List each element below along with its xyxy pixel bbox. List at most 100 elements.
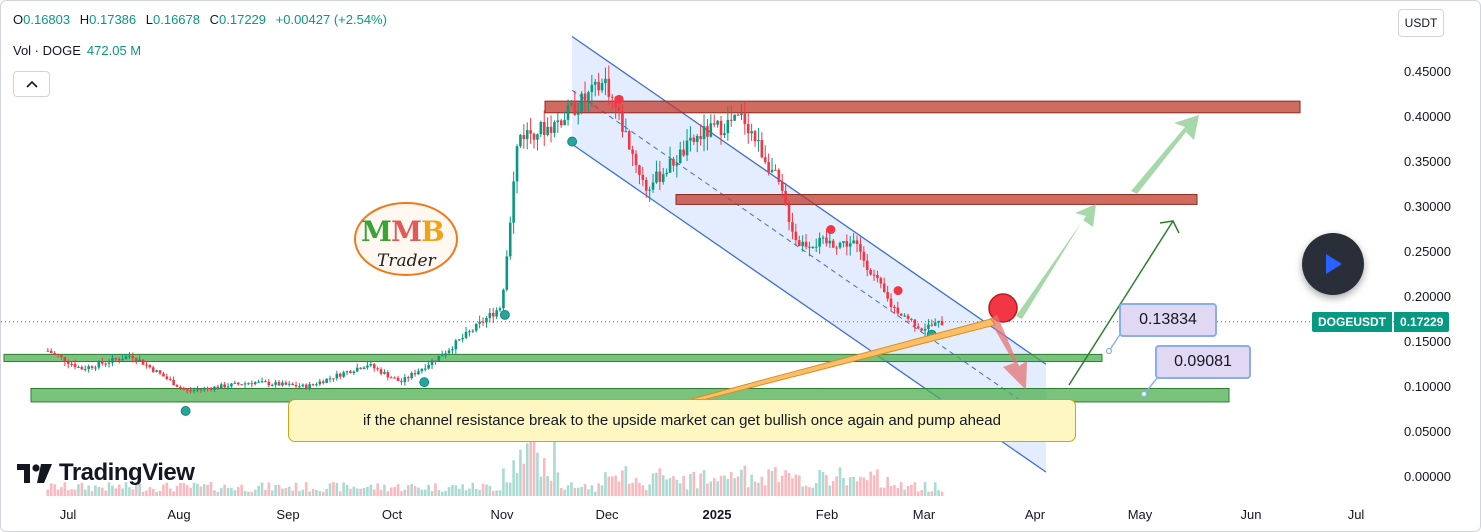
candle-body bbox=[53, 352, 56, 354]
x-tick-label: Nov bbox=[490, 507, 514, 522]
candle-body bbox=[270, 384, 274, 386]
volume-bar bbox=[610, 476, 614, 496]
volume-bar bbox=[400, 491, 403, 496]
volume-bar bbox=[172, 491, 175, 496]
volume-bar bbox=[498, 490, 502, 496]
candle-body bbox=[777, 169, 781, 182]
candle-body bbox=[570, 103, 573, 105]
volume-bar bbox=[702, 470, 706, 496]
volume-bar bbox=[454, 485, 458, 496]
candle-body bbox=[937, 320, 940, 323]
volume-bar bbox=[196, 483, 199, 496]
volume-bar bbox=[910, 484, 913, 496]
brand-name: TradingView bbox=[59, 459, 195, 486]
candle-body bbox=[712, 123, 716, 125]
candle-body bbox=[77, 366, 80, 368]
price-callout-lower[interactable]: 0.09081 bbox=[1155, 345, 1251, 379]
last-price-value: 0.17229 bbox=[1394, 312, 1450, 332]
currency-button[interactable]: USDT bbox=[1398, 9, 1444, 37]
y-tick-label: 0.40000 bbox=[1404, 109, 1451, 125]
volume-bar bbox=[920, 490, 923, 496]
candle-body bbox=[546, 126, 549, 135]
volume-bar bbox=[168, 488, 172, 496]
volume-bar bbox=[876, 469, 879, 496]
volume-bar bbox=[825, 474, 828, 496]
volume-bar bbox=[539, 476, 543, 496]
volume-bar bbox=[372, 489, 376, 496]
candle-body bbox=[682, 149, 685, 156]
candle-body bbox=[719, 120, 723, 136]
candle-body bbox=[583, 93, 587, 101]
volume-bar bbox=[471, 482, 475, 496]
volume-bar bbox=[661, 475, 665, 496]
candle-body bbox=[393, 377, 396, 379]
volume-bar bbox=[777, 482, 781, 496]
candle-body bbox=[835, 247, 838, 249]
volume-bar bbox=[542, 458, 546, 496]
volume-bar bbox=[451, 485, 454, 496]
volume-bar bbox=[525, 443, 529, 496]
candle-body bbox=[131, 356, 135, 359]
candle-body bbox=[274, 382, 277, 385]
volume-bar bbox=[668, 478, 672, 496]
candle-body bbox=[590, 84, 594, 93]
volume-bar bbox=[393, 487, 396, 496]
volume-bar bbox=[332, 482, 335, 496]
volume-bar bbox=[250, 491, 254, 496]
volume-bar bbox=[519, 449, 522, 496]
volume-bar bbox=[138, 483, 141, 496]
candle-body bbox=[372, 364, 376, 369]
candle-body bbox=[872, 274, 876, 276]
candle-body bbox=[294, 385, 298, 387]
tradingview-brand[interactable]: TradingView bbox=[17, 459, 195, 487]
candle-body bbox=[729, 119, 733, 121]
volume-bar bbox=[787, 472, 791, 496]
tradingview-logo-icon bbox=[17, 464, 52, 483]
volume-bar bbox=[801, 486, 804, 496]
volume-bar bbox=[192, 482, 196, 496]
candle-body bbox=[770, 169, 774, 173]
candle-body bbox=[264, 381, 267, 383]
candle-body bbox=[661, 174, 665, 182]
candle-body bbox=[780, 181, 784, 191]
volume-bar bbox=[804, 485, 808, 496]
candle-body bbox=[787, 204, 791, 223]
candle-body bbox=[889, 298, 893, 307]
candle-body bbox=[267, 381, 271, 386]
volume-bar bbox=[896, 487, 900, 496]
candle-body bbox=[46, 350, 50, 352]
candle-body bbox=[345, 371, 349, 373]
candle-body bbox=[614, 97, 617, 108]
price-callout-upper[interactable]: 0.13834 bbox=[1119, 303, 1217, 337]
volume-bar bbox=[325, 488, 328, 496]
candle-body bbox=[536, 134, 539, 140]
volume-bar bbox=[678, 483, 682, 496]
volume-bar bbox=[66, 490, 70, 496]
collapse-legend-button[interactable] bbox=[13, 71, 50, 97]
volume-bar bbox=[726, 479, 730, 496]
candle-body bbox=[491, 312, 495, 317]
volume-bar bbox=[838, 467, 842, 496]
play-button[interactable] bbox=[1302, 233, 1364, 295]
volume-bar bbox=[97, 487, 101, 496]
candle-body bbox=[685, 140, 689, 156]
volume-bar bbox=[260, 482, 264, 496]
candle-body bbox=[213, 386, 216, 390]
volume-bar bbox=[600, 485, 604, 496]
candle-body bbox=[702, 126, 706, 140]
volume-bar bbox=[121, 488, 124, 496]
candle-body bbox=[794, 231, 798, 241]
analysis-note[interactable]: if the channel resistance break to the u… bbox=[288, 399, 1076, 442]
candle-body bbox=[882, 283, 886, 292]
candle-body bbox=[804, 241, 808, 247]
author-logo-trader: Trader bbox=[377, 251, 436, 271]
volume-bar bbox=[461, 484, 464, 496]
volume-bar bbox=[655, 472, 658, 496]
candle-body bbox=[474, 323, 478, 331]
resistance-zone bbox=[544, 100, 1301, 114]
candle-body bbox=[454, 340, 458, 350]
volume-bar bbox=[124, 482, 128, 496]
candle-body bbox=[308, 384, 311, 389]
